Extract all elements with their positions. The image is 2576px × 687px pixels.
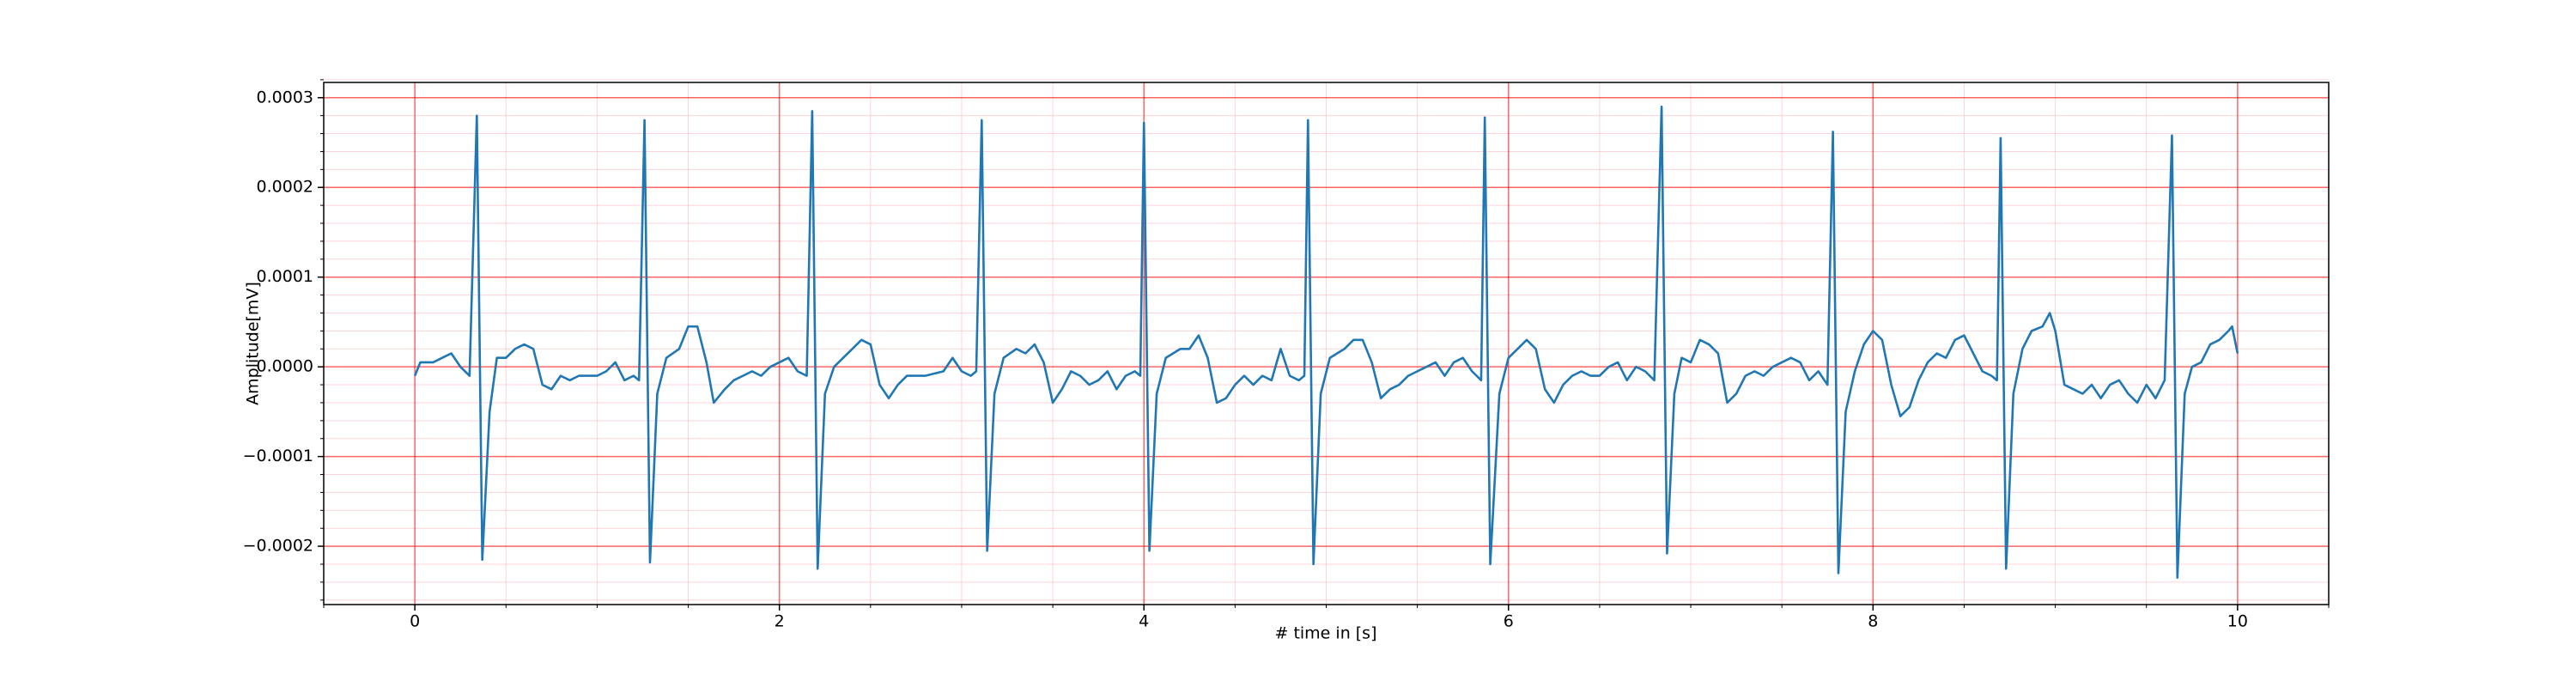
x-tick-label: 0 bbox=[410, 612, 420, 631]
y-tick-label: 0.0001 bbox=[257, 267, 313, 286]
x-tick-label: 8 bbox=[1868, 612, 1878, 631]
y-tick-label: 0.0003 bbox=[257, 88, 313, 106]
y-tick-label: 0.0000 bbox=[257, 357, 313, 376]
y-tick-label: −0.0001 bbox=[243, 447, 313, 465]
x-axis-label: # time in [s] bbox=[1274, 624, 1376, 643]
y-axis-label: Amplitude[mV] bbox=[244, 282, 263, 405]
plot-frame bbox=[323, 82, 2330, 605]
y-tick-label: −0.0002 bbox=[243, 537, 313, 556]
data-line bbox=[413, 105, 2239, 579]
x-tick-label: 10 bbox=[2227, 612, 2248, 631]
y-tick-label: 0.0002 bbox=[257, 178, 313, 197]
x-tick-label: 6 bbox=[1504, 612, 1514, 631]
x-tick-label: 2 bbox=[775, 612, 785, 631]
x-tick-label: 4 bbox=[1139, 612, 1149, 631]
